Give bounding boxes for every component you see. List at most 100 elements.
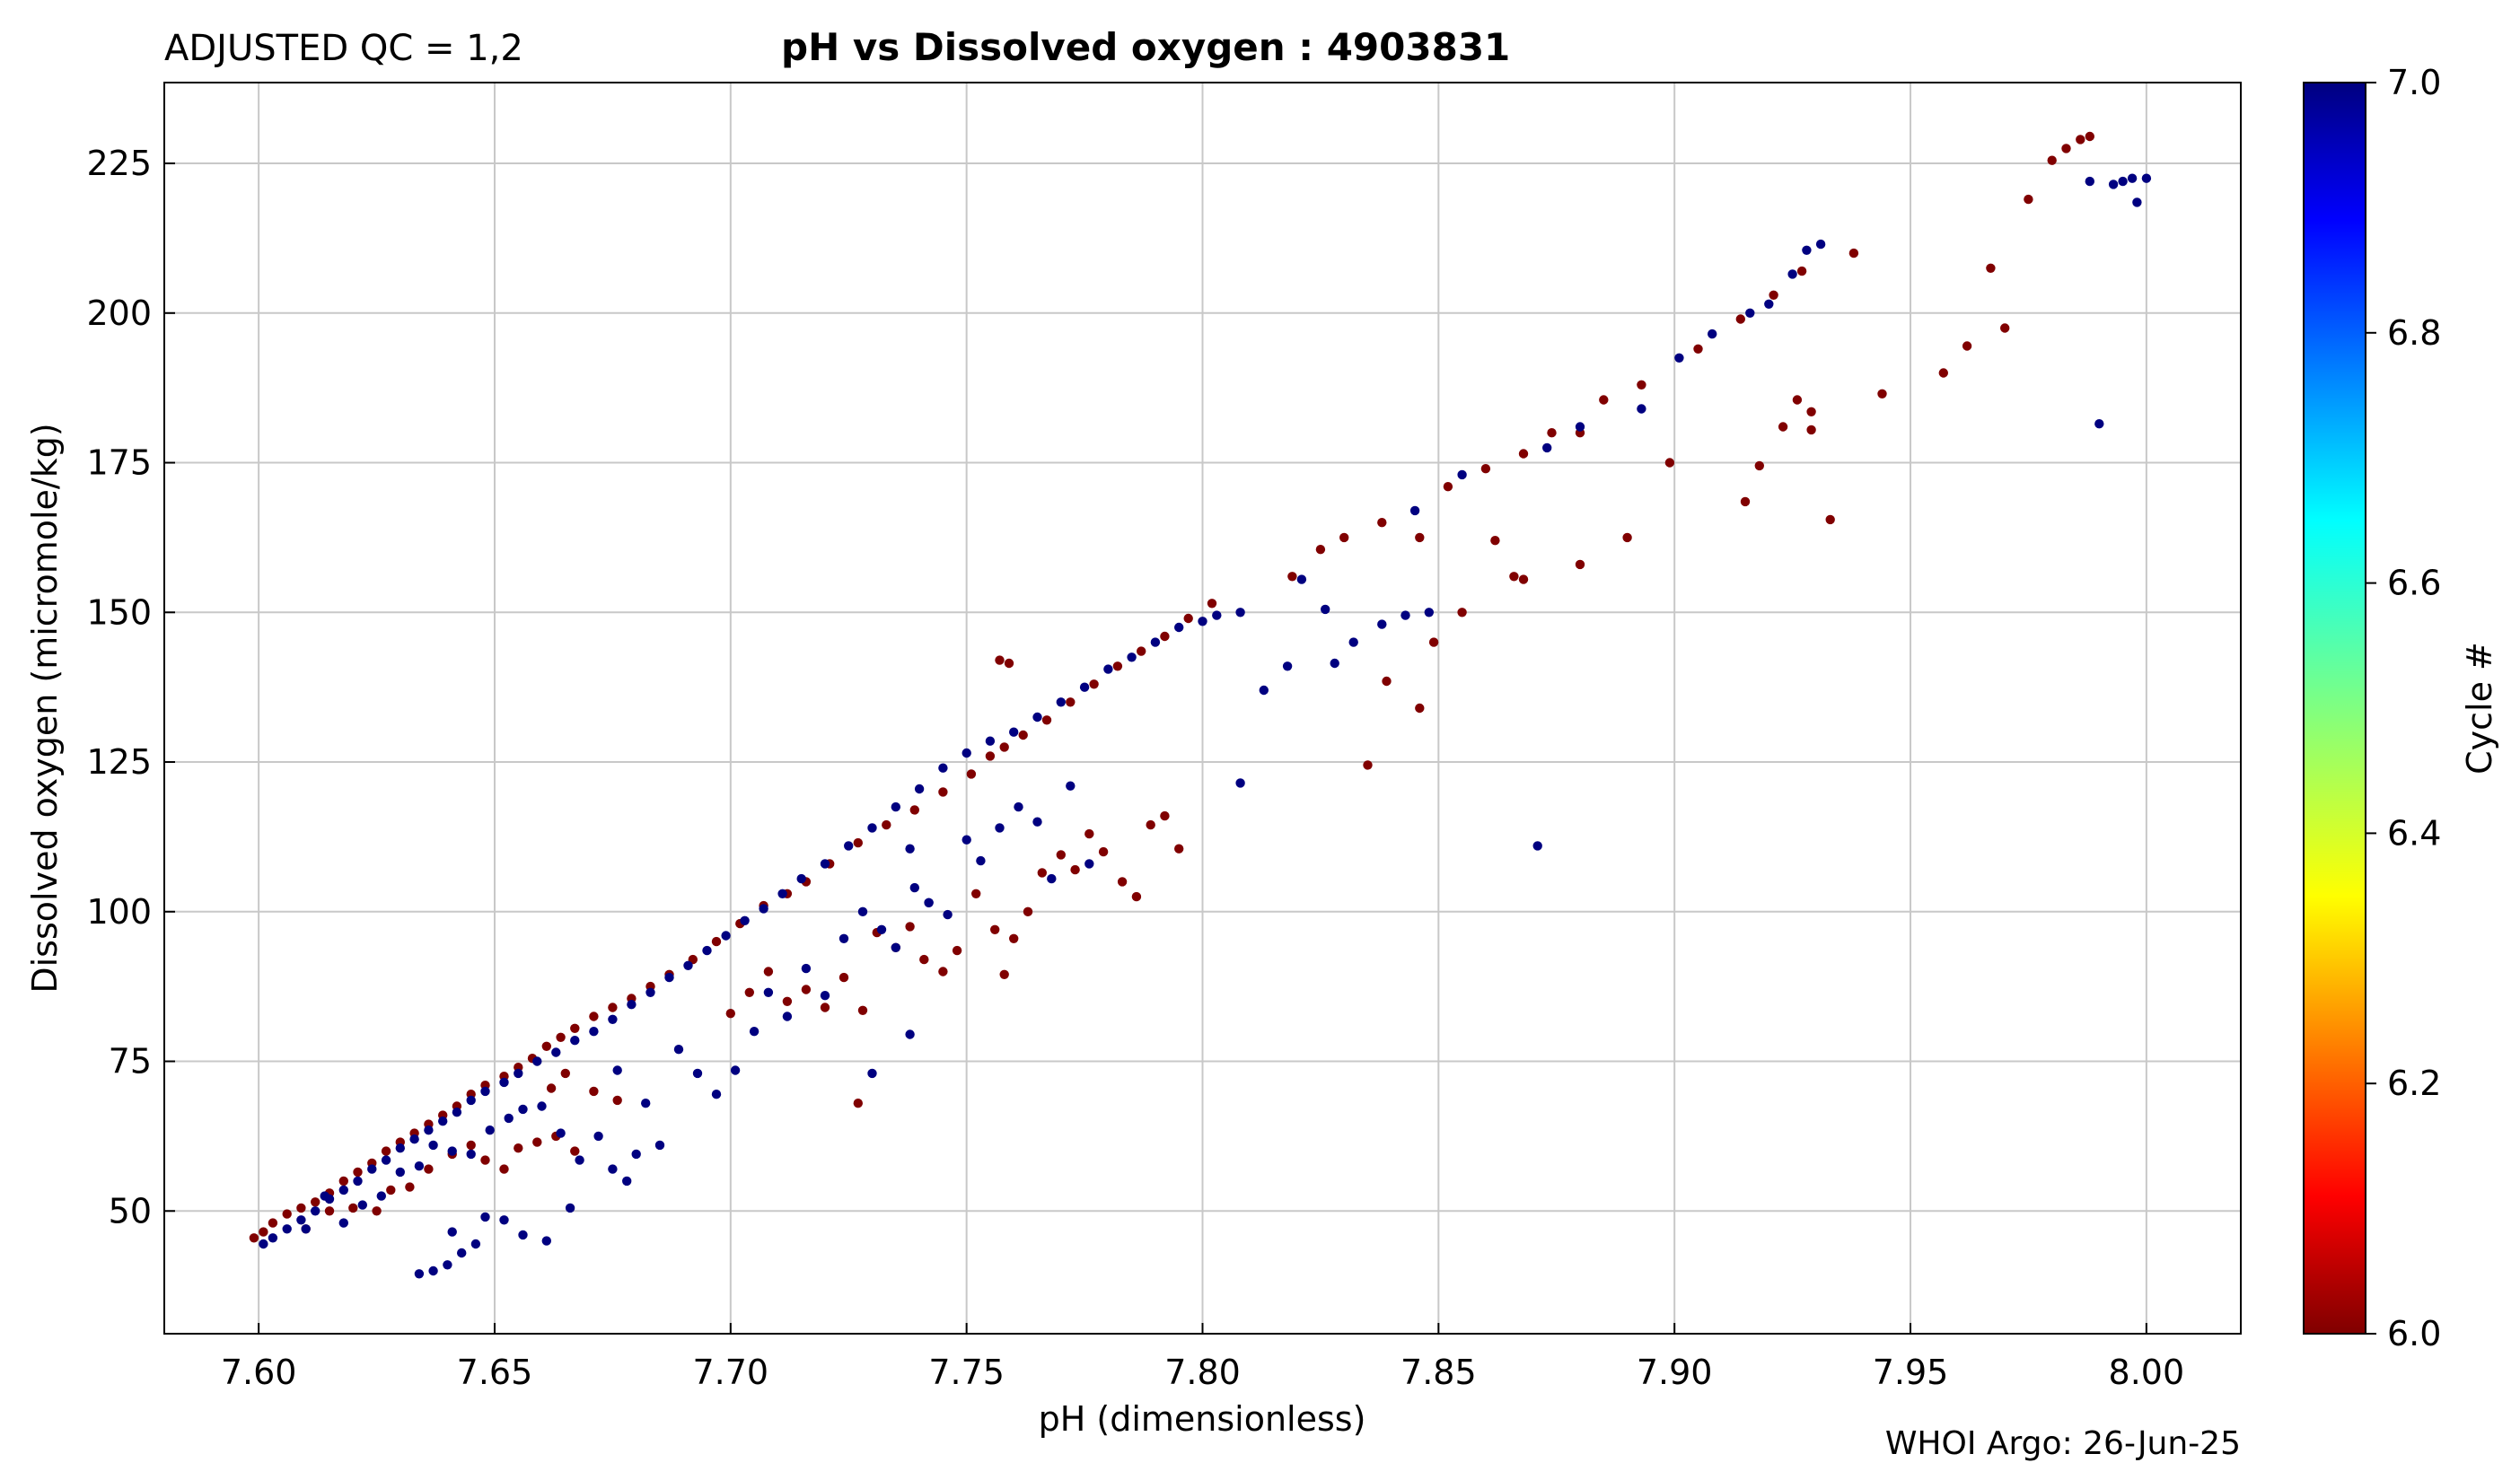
- data-point-cycle-7: [593, 1131, 603, 1142]
- x-tick-label: 7.80: [1164, 1353, 1241, 1392]
- data-point-cycle-7: [1815, 239, 1826, 250]
- data-point-cycle-7: [608, 1014, 618, 1025]
- data-point-cycle-7: [466, 1149, 476, 1160]
- data-point-cycle-6: [857, 1005, 868, 1016]
- data-point-cycle-7: [1542, 442, 1552, 453]
- data-point-cycle-6: [1084, 828, 1094, 839]
- x-tick-label: 7.95: [1873, 1353, 1949, 1392]
- data-point-cycle-7: [1212, 610, 1222, 620]
- data-point-cycle-7: [570, 1036, 580, 1046]
- data-point-cycle-6: [1877, 389, 1887, 398]
- data-point-cycle-7: [514, 1068, 523, 1079]
- data-point-cycle-7: [1708, 328, 1717, 339]
- data-point-cycle-7: [857, 906, 868, 916]
- data-point-cycle-6: [2047, 155, 2057, 165]
- colorbar-tick-label: 6.8: [2387, 313, 2441, 353]
- data-point-cycle-7: [518, 1230, 528, 1240]
- data-point-cycle-6: [1066, 697, 1076, 707]
- data-point-cycle-6: [1740, 496, 1751, 507]
- data-point-cycle-7: [532, 1056, 542, 1066]
- data-point-cycle-7: [2085, 176, 2094, 187]
- data-point-cycle-6: [882, 819, 891, 830]
- data-point-cycle-6: [1363, 760, 1373, 770]
- data-point-cycle-6: [268, 1218, 278, 1228]
- data-point-cycle-6: [1637, 380, 1646, 390]
- x-tick-label: 7.85: [1400, 1353, 1477, 1392]
- data-point-cycle-6: [1377, 518, 1387, 528]
- data-point-cycle-7: [2094, 419, 2104, 429]
- data-point-cycle-6: [1480, 464, 1491, 474]
- data-point-cycle-7: [424, 1125, 434, 1135]
- data-point-cycle-7: [1674, 353, 1684, 363]
- data-point-cycle-7: [1235, 778, 1245, 788]
- colorbar-tick-label: 6.2: [2387, 1064, 2441, 1103]
- data-point-cycle-6: [1518, 574, 1529, 584]
- data-point-cycle-6: [1735, 314, 1746, 324]
- data-point-cycle-6: [1806, 407, 1816, 416]
- x-tick-label: 7.70: [693, 1353, 769, 1392]
- data-point-cycle-7: [1575, 422, 1585, 432]
- data-point-cycle-7: [721, 931, 731, 941]
- data-point-cycle-7: [452, 1108, 462, 1117]
- data-point-cycle-7: [2108, 180, 2119, 189]
- data-point-cycle-7: [905, 1029, 915, 1039]
- data-point-cycle-6: [381, 1146, 391, 1156]
- data-point-cycle-7: [759, 904, 768, 914]
- data-point-cycle-6: [905, 922, 915, 932]
- data-point-cycle-7: [938, 763, 948, 773]
- data-point-cycle-7: [1282, 661, 1293, 671]
- y-tick-label: 125: [86, 742, 152, 782]
- data-point-cycle-7: [867, 823, 877, 833]
- data-point-cycle-7: [1377, 619, 1387, 629]
- data-point-cycle-7: [730, 1065, 741, 1075]
- data-point-cycle-7: [1457, 469, 1467, 480]
- data-point-cycle-6: [589, 1011, 599, 1021]
- data-point-cycle-6: [725, 1009, 735, 1019]
- data-point-cycle-7: [891, 942, 900, 953]
- data-point-cycle-6: [1796, 266, 1807, 276]
- data-point-cycle-7: [556, 1128, 566, 1138]
- data-point-cycle-7: [1348, 637, 1358, 647]
- data-point-cycle-7: [608, 1164, 618, 1174]
- data-point-cycle-6: [1207, 599, 1217, 609]
- data-point-cycle-6: [1070, 864, 1080, 875]
- data-point-cycle-7: [664, 972, 674, 983]
- y-tick-label: 75: [109, 1042, 152, 1082]
- colorbar-label: Cycle #: [2460, 642, 2499, 775]
- data-point-cycle-6: [1599, 395, 1609, 405]
- data-point-cycle-6: [1693, 344, 1703, 354]
- data-point-cycle-7: [357, 1200, 367, 1210]
- axis-ticks: 7.60 7.65 7.70 7.75 7.80 7.85 7.90 7.95 8.00 50 75…: [86, 144, 2184, 1392]
- data-point-cycle-6: [711, 936, 722, 947]
- data-point-cycle-6: [324, 1206, 335, 1216]
- data-point-cycle-7: [438, 1117, 448, 1126]
- data-point-cycle-7: [447, 1146, 457, 1156]
- data-point-cycle-6: [612, 1095, 622, 1106]
- data-point-cycle-7: [301, 1224, 311, 1234]
- data-point-cycle-6: [782, 996, 793, 1007]
- data-point-cycle-7: [777, 889, 787, 898]
- data-point-cycle-6: [1778, 422, 1788, 432]
- data-point-cycle-6: [1938, 368, 1948, 378]
- data-point-cycle-6: [1287, 572, 1297, 582]
- data-point-cycle-6: [1428, 637, 1439, 647]
- data-point-cycle-7: [673, 1045, 684, 1055]
- data-point-cycle-6: [820, 1003, 830, 1012]
- data-point-cycle-6: [466, 1140, 476, 1151]
- data-point-cycle-7: [565, 1203, 575, 1213]
- data-point-cycle-6: [1443, 482, 1453, 492]
- data-point-cycle-6: [2024, 194, 2033, 205]
- data-point-cycle-7: [641, 1099, 651, 1108]
- data-point-cycle-6: [249, 1233, 259, 1243]
- data-point-cycle-6: [919, 954, 929, 965]
- data-point-cycle-6: [995, 655, 1005, 665]
- data-point-cycle-6: [1792, 395, 1803, 405]
- data-point-cycle-6: [1056, 850, 1067, 860]
- data-point-cycle-7: [381, 1155, 391, 1165]
- data-point-cycle-7: [485, 1125, 495, 1135]
- data-point-cycle-6: [353, 1167, 363, 1178]
- data-point-cycle-6: [1622, 532, 1632, 543]
- data-point-cycle-7: [976, 855, 986, 866]
- data-point-cycle-7: [470, 1239, 481, 1249]
- data-point-cycle-7: [1079, 682, 1090, 692]
